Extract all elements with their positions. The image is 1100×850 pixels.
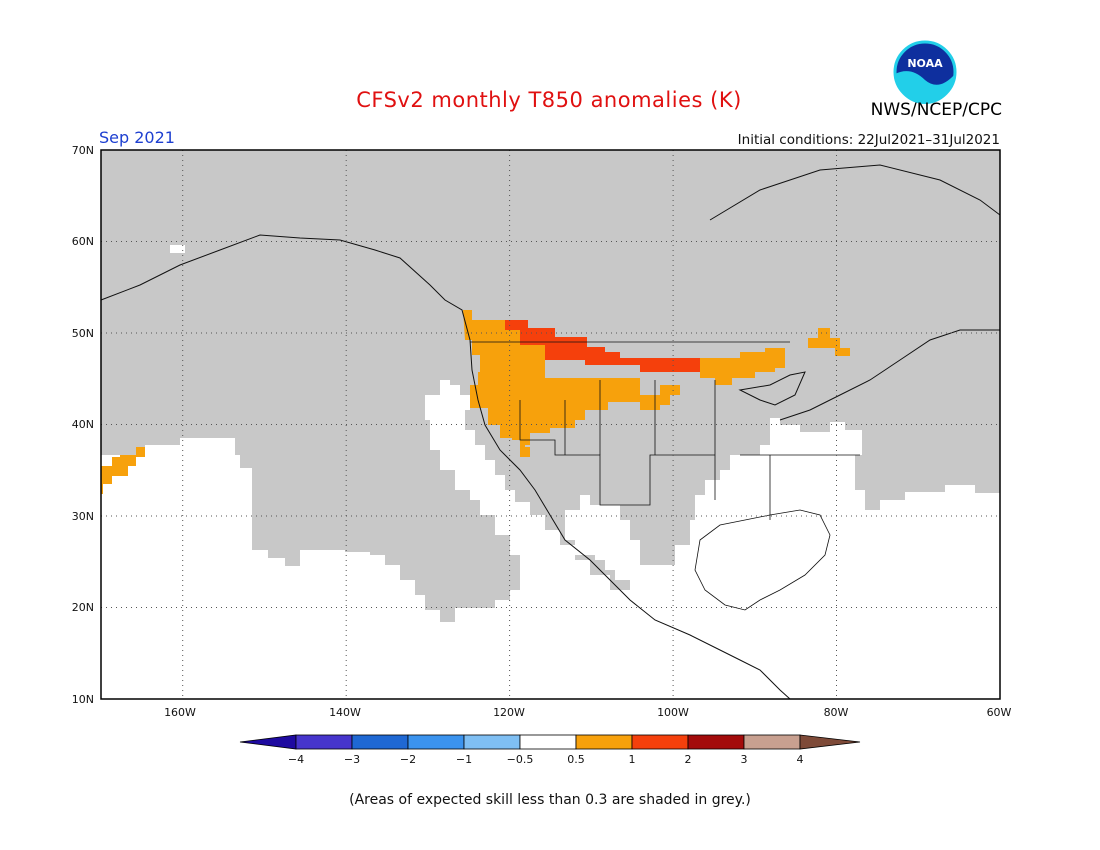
- lat-labels: 70N 60N 50N 40N 30N 20N 10N: [72, 144, 94, 706]
- colorbar-swatch-above-4: [799, 734, 861, 750]
- lat-label-40n: 40N: [72, 418, 94, 431]
- colorbar-label: 3: [741, 753, 748, 766]
- colorbar-label: −3: [344, 753, 360, 766]
- map-title: CFSv2 monthly T850 anomalies (K): [356, 88, 742, 112]
- colorbar-swatch-below-minus4: [239, 734, 297, 750]
- lat-label-70n: 70N: [72, 144, 94, 157]
- colorbar-swatch-1-to-2: [631, 734, 689, 750]
- colorbar-swatch-minus4-to-minus3: [295, 734, 353, 750]
- lon-label-120w: 120W: [493, 706, 525, 719]
- colorbar-label: −0.5: [507, 753, 534, 766]
- anomaly-west-us: [463, 310, 680, 455]
- colorbar-swatch-2-to-3: [687, 734, 745, 750]
- anomaly-northern-plains: [505, 320, 700, 372]
- lat-label-10n: 10N: [72, 693, 94, 706]
- colorbar-label: 2: [685, 753, 692, 766]
- colorbar-label: −4: [288, 753, 304, 766]
- map-frame: [100, 149, 1001, 700]
- anomaly-small-cell: [520, 447, 530, 457]
- valid-month-label: Sep 2021: [99, 128, 175, 147]
- colorbar-label: 0.5: [567, 753, 585, 766]
- lat-label-50n: 50N: [72, 327, 94, 340]
- colorbar-label: 1: [629, 753, 636, 766]
- colorbar-label: 4: [797, 753, 804, 766]
- colorbar-label: −1: [456, 753, 472, 766]
- lat-label-60n: 60N: [72, 235, 94, 248]
- anomaly-great-lakes: [700, 348, 785, 385]
- lon-labels: 160W 140W 120W 100W 80W 60W: [164, 706, 1011, 719]
- initial-conditions-label: Initial conditions: 22Jul2021–31Jul2021: [737, 132, 1000, 148]
- anomaly-0.5-to-1: [101, 310, 850, 494]
- lon-label-80w: 80W: [824, 706, 849, 719]
- lon-label-100w: 100W: [657, 706, 689, 719]
- colorbar-labels: −4 −3 −2 −1 −0.5 0.5 1 2 3 4: [288, 753, 804, 766]
- skill-footnote: (Areas of expected skill less than 0.3 a…: [349, 792, 751, 808]
- lon-label-140w: 140W: [329, 706, 361, 719]
- colorbar-swatch-neutral: [519, 734, 577, 750]
- lon-label-160w: 160W: [164, 706, 196, 719]
- agency-label: NWS/NCEP/CPC: [870, 100, 1002, 120]
- anomaly-quebec: [808, 328, 850, 356]
- colorbar-swatch-0.5-to-1: [575, 734, 633, 750]
- colorbar: [239, 734, 861, 750]
- logo-text: NOAA: [907, 57, 943, 70]
- colorbar-swatch-minus2-to-minus1: [407, 734, 465, 750]
- lon-label-60w: 60W: [987, 706, 1012, 719]
- colorbar-swatch-3-to-4: [743, 734, 801, 750]
- colorbar-swatch-minus3-to-minus2: [351, 734, 409, 750]
- colorbar-label: −2: [400, 753, 416, 766]
- noaa-logo: NOAA: [893, 40, 957, 104]
- coastlines: [100, 164, 1001, 700]
- borders: [470, 341, 860, 520]
- anomaly-pacific: [101, 447, 145, 494]
- lat-label-30n: 30N: [72, 510, 94, 523]
- colorbar-swatch-minus1-to-minus0.5: [463, 734, 521, 750]
- low-skill-gap: [170, 245, 185, 253]
- anomaly-1-to-2: [505, 320, 700, 372]
- lat-label-20n: 20N: [72, 601, 94, 614]
